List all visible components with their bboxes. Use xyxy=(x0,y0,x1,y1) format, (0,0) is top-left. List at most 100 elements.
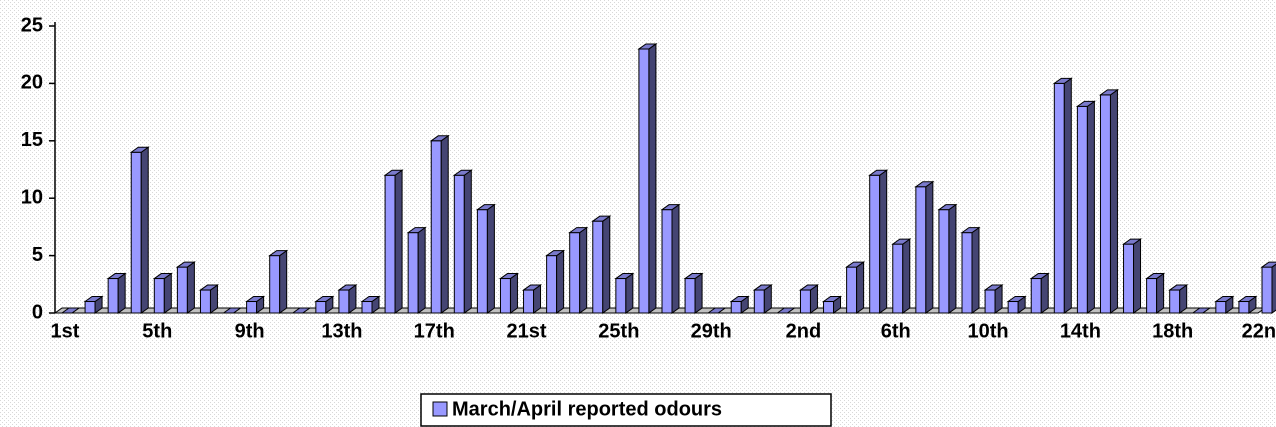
bar-top xyxy=(1098,89,1120,96)
bar-side xyxy=(1063,77,1072,314)
bar xyxy=(706,307,727,314)
bar-top xyxy=(175,261,196,268)
bar xyxy=(1145,272,1166,314)
bar xyxy=(798,284,820,314)
bar-top xyxy=(1168,284,1189,291)
bar-side xyxy=(163,272,172,314)
bar-top xyxy=(1214,296,1235,303)
bar-top xyxy=(591,215,612,222)
bar xyxy=(960,226,981,314)
bar-top xyxy=(891,238,912,245)
bar-front xyxy=(361,301,373,314)
bar-front xyxy=(153,278,165,314)
bar-side xyxy=(971,226,980,314)
bar-front xyxy=(892,243,904,314)
bar xyxy=(314,295,335,314)
bar xyxy=(406,226,427,314)
bar xyxy=(383,169,404,314)
bar-front xyxy=(315,301,327,314)
bar xyxy=(545,249,566,314)
bar xyxy=(937,203,958,314)
bar-top xyxy=(383,169,404,176)
bar-top xyxy=(914,181,935,188)
bar-side xyxy=(925,180,934,314)
bar-front xyxy=(407,232,419,314)
x-tick-label: 18th xyxy=(1152,320,1193,342)
x-tick-label: 10th xyxy=(968,320,1009,342)
x-tick-label: 14th xyxy=(1060,320,1101,342)
bar-top xyxy=(706,307,727,314)
bar-side xyxy=(625,272,634,314)
bar-front xyxy=(730,301,742,314)
bar xyxy=(429,134,450,314)
bar-top xyxy=(521,284,543,291)
bar-side xyxy=(602,215,611,314)
bar-front xyxy=(176,266,188,314)
bar-front xyxy=(684,278,696,314)
bar xyxy=(868,169,889,314)
bar-side xyxy=(1156,272,1165,314)
bar-front xyxy=(869,174,881,314)
bar xyxy=(498,272,520,314)
bar-front xyxy=(1030,278,1042,314)
bar-top xyxy=(798,284,820,291)
bar-top xyxy=(360,296,381,303)
bar-top xyxy=(1145,273,1166,280)
bar-side xyxy=(1086,100,1095,314)
bar xyxy=(660,203,681,314)
bar-front xyxy=(430,140,442,314)
bar xyxy=(1168,284,1189,314)
bar xyxy=(568,226,589,314)
x-tick-label: 25th xyxy=(598,320,639,342)
bar-side xyxy=(440,134,449,314)
bar-front xyxy=(1238,301,1250,314)
x-tick-label: 9th xyxy=(235,320,265,342)
bar-front xyxy=(1123,243,1135,314)
x-tick-label: 22nd xyxy=(1242,320,1276,342)
bar-top xyxy=(960,227,981,234)
bar-top xyxy=(821,296,843,303)
bar-side xyxy=(394,169,403,314)
bar xyxy=(729,295,750,314)
bar xyxy=(683,272,704,314)
bar-front xyxy=(846,266,858,314)
bar-top xyxy=(1029,273,1050,280)
bar-front xyxy=(1099,94,1111,314)
bar-side xyxy=(1133,238,1142,314)
bar xyxy=(245,295,266,314)
y-tick-label: 5 xyxy=(32,244,43,266)
bar xyxy=(845,261,866,314)
bar-front xyxy=(753,289,765,314)
bar-top xyxy=(221,307,243,314)
bar xyxy=(129,146,150,314)
bar-front xyxy=(1146,278,1158,314)
bar xyxy=(452,169,473,314)
bar-front xyxy=(984,289,996,314)
bar xyxy=(175,261,196,314)
y-tick-label: 25 xyxy=(21,14,43,36)
bar-top xyxy=(660,204,681,211)
bar-top xyxy=(683,273,704,280)
bar-top xyxy=(1121,238,1143,245)
bar-top xyxy=(1260,261,1276,268)
bar-side xyxy=(509,272,518,314)
bar-top xyxy=(429,135,450,142)
bar-top xyxy=(60,307,81,314)
x-tick-label: 13th xyxy=(321,320,362,342)
bar-front xyxy=(84,301,96,314)
bar-side xyxy=(463,169,472,314)
bar xyxy=(891,238,912,314)
bar xyxy=(1075,100,1096,314)
bar-front xyxy=(107,278,119,314)
bar xyxy=(291,307,312,314)
bar-top xyxy=(1052,77,1073,84)
bar-top xyxy=(245,296,266,303)
bar-side xyxy=(671,203,680,314)
bar-side xyxy=(856,261,865,314)
bar-top xyxy=(129,146,150,153)
bar-side xyxy=(117,272,126,314)
bar-top xyxy=(106,273,127,280)
bar-front xyxy=(384,174,396,314)
bar xyxy=(1052,77,1073,314)
bar-front xyxy=(130,151,142,314)
